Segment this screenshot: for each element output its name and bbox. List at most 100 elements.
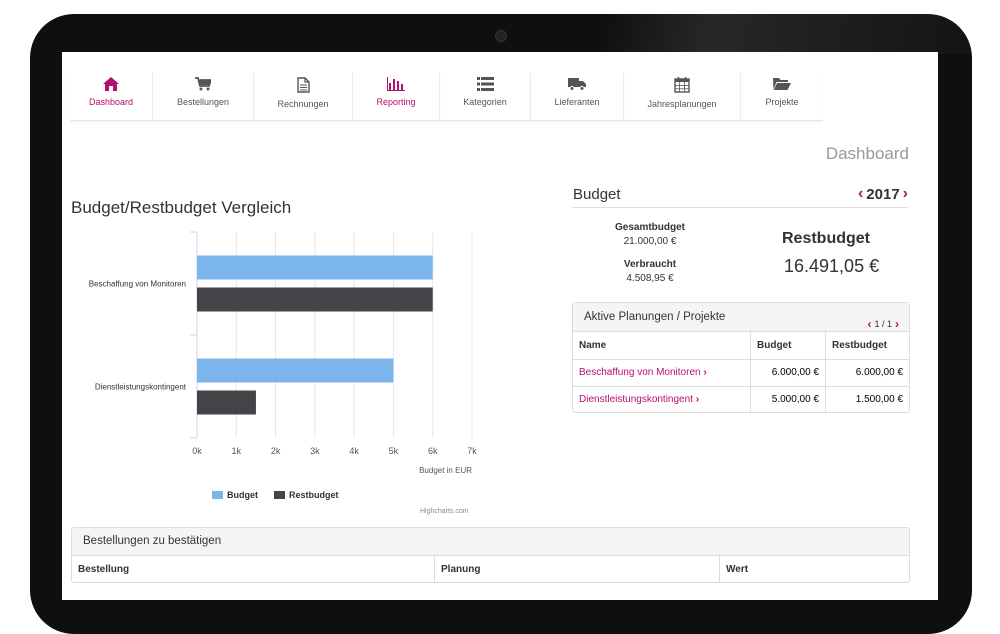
- bestellungen-header: Bestellungen zu bestätigen: [72, 528, 909, 556]
- folder-open-icon: [773, 78, 791, 90]
- pager-text: 1 / 1: [874, 319, 892, 329]
- x-tick-label: 3k: [310, 446, 320, 456]
- nav-label: Rechnungen: [277, 99, 329, 109]
- column-header: Wert: [719, 556, 909, 582]
- cart-icon: [195, 77, 211, 91]
- gesamtbudget-value: 21.000,00 €: [623, 236, 677, 247]
- x-tick-label: 1k: [232, 446, 242, 456]
- x-tick-label: 6k: [428, 446, 438, 456]
- plan-rest-cell: 1.500,00 €: [825, 385, 909, 413]
- table-row: Beschaffung von Monitoren › 6.000,00 € 6…: [573, 358, 909, 386]
- bestellungen-table: Bestellung Planung Wert: [72, 556, 909, 582]
- column-header: Name: [579, 339, 607, 351]
- planungen-header: Aktive Planungen / Projekte ‹ 1 / 1 ›: [573, 303, 909, 332]
- gesamtbudget-label: Gesamtbudget: [614, 222, 685, 233]
- legend-swatch: [274, 491, 285, 499]
- legend-swatch: [212, 491, 223, 499]
- year-selector: ‹ 2017 ›: [858, 185, 908, 203]
- verbraucht-value: 4.508,95 €: [626, 273, 674, 284]
- truck-icon: [568, 78, 586, 91]
- table-row: Dienstleistungskontingent › 5.000,00 € 1…: [573, 385, 909, 413]
- column-header: Bestellung: [78, 563, 130, 575]
- nav-lieferanten[interactable]: Lieferanten: [531, 72, 624, 121]
- bar-budget: [197, 358, 394, 383]
- frame-reflection: [600, 14, 972, 54]
- page-title: Dashboard: [825, 144, 909, 163]
- nav-label: Projekte: [765, 97, 799, 107]
- plan-link[interactable]: Dienstleistungskontingent: [579, 394, 693, 406]
- column-header: Restbudget: [825, 332, 909, 359]
- legend-item-restbudget[interactable]: Restbudget: [274, 490, 339, 500]
- nav-label: Lieferanten: [554, 97, 600, 107]
- webcam: [495, 30, 507, 42]
- table-header-row: Bestellung Planung Wert: [72, 556, 909, 582]
- legend-item-budget[interactable]: Budget: [212, 490, 258, 500]
- bar-restbudget: [197, 287, 433, 312]
- category-label: Beschaffung von Monitoren: [89, 280, 186, 289]
- planungen-table: Name Budget Restbudget Beschaffung von M…: [573, 332, 909, 413]
- chart-legend: Budget Restbudget: [212, 490, 339, 500]
- chevron-right-icon: ›: [695, 394, 700, 406]
- bar-chart-icon: [387, 77, 405, 91]
- chevron-right-icon: ›: [703, 367, 707, 378]
- file-icon: [296, 77, 310, 93]
- restbudget-value: 16.491,05 €: [784, 256, 880, 276]
- budget-title: Budget: [573, 186, 621, 203]
- chart-credits[interactable]: Highcharts.com: [420, 508, 469, 515]
- prev-year-icon[interactable]: ‹: [857, 185, 864, 202]
- plan-link[interactable]: Beschaffung von Monitoren: [579, 367, 701, 378]
- table-header-row: Name Budget Restbudget: [573, 332, 909, 359]
- bestellungen-title: Bestellungen zu bestätigen: [83, 535, 222, 547]
- nav-kategorien[interactable]: Kategorien: [440, 72, 531, 121]
- x-tick-label: 5k: [389, 446, 399, 456]
- nav-label: Kategorien: [463, 97, 507, 107]
- next-year-icon[interactable]: ›: [902, 185, 908, 202]
- app-screen: Dashboard Bestellungen Rechnungen Report…: [62, 52, 938, 600]
- nav-rechnungen[interactable]: Rechnungen: [254, 72, 353, 121]
- legend-label: Budget: [227, 490, 258, 500]
- nav-label: Dashboard: [88, 97, 134, 107]
- planungen-title: Aktive Planungen / Projekte: [584, 311, 726, 323]
- plan-rest-cell: 6.000,00 €: [825, 358, 909, 386]
- list-icon: [476, 77, 494, 91]
- x-tick-label: 0k: [192, 446, 202, 456]
- nav-label: Bestellungen: [176, 97, 230, 107]
- restbudget-label: Restbudget: [782, 230, 870, 247]
- x-tick-label: 2k: [271, 446, 281, 456]
- nav-label: Jahresplanungen: [647, 99, 717, 109]
- bar-restbudget: [197, 390, 256, 415]
- prev-page-icon[interactable]: ‹: [867, 317, 872, 331]
- x-tick-label: 4k: [349, 446, 359, 456]
- main-nav: Dashboard Bestellungen Rechnungen Report…: [70, 72, 912, 121]
- column-header: Budget: [750, 332, 826, 359]
- bestellungen-panel: Bestellungen zu bestätigen Bestellung Pl…: [71, 527, 910, 583]
- planungen-panel: Aktive Planungen / Projekte ‹ 1 / 1 › Na…: [572, 302, 910, 413]
- category-label: Dienstleistungskontingent: [95, 383, 187, 392]
- x-tick-label: 7k: [467, 446, 477, 456]
- nav-label: Reporting: [376, 97, 416, 107]
- nav-dashboard[interactable]: Dashboard: [70, 72, 153, 121]
- planungen-pager: ‹ 1 / 1 ›: [867, 310, 899, 338]
- legend-label: Restbudget: [289, 490, 339, 500]
- plan-name-cell[interactable]: Beschaffung von Monitoren ›: [573, 358, 751, 386]
- year-value: 2017: [866, 185, 900, 203]
- calendar-icon: [674, 77, 690, 93]
- nav-bestellungen[interactable]: Bestellungen: [153, 72, 254, 121]
- nav-reporting[interactable]: Reporting: [353, 72, 440, 121]
- column-header: Planung: [434, 556, 720, 582]
- home-icon: [103, 77, 119, 91]
- nav-projekte[interactable]: Projekte: [741, 72, 823, 121]
- plan-budget-cell: 5.000,00 €: [750, 385, 826, 413]
- gesamtbudget-block: Gesamtbudget 21.000,00 €: [600, 222, 700, 247]
- bar-budget: [197, 255, 433, 280]
- verbraucht-label: Verbraucht: [623, 259, 677, 270]
- plan-name-cell[interactable]: Dienstleistungskontingent ›: [573, 385, 751, 413]
- bar-chart: 0k 1k 2k 3k 4k 5k 6k 7k Beschaffung von Monitore…: [89, 231, 477, 475]
- budget-header: Budget ‹ 2017 ›: [572, 185, 908, 208]
- next-page-icon[interactable]: ›: [895, 317, 899, 331]
- verbraucht-block: Verbraucht 4.508,95 €: [600, 259, 700, 284]
- chart-title: Budget/Restbudget Vergleich: [71, 198, 292, 217]
- nav-jahresplanungen[interactable]: Jahresplanungen: [624, 72, 741, 121]
- plan-budget-cell: 6.000,00 €: [750, 358, 826, 386]
- x-axis-title: Budget in EUR: [419, 466, 472, 475]
